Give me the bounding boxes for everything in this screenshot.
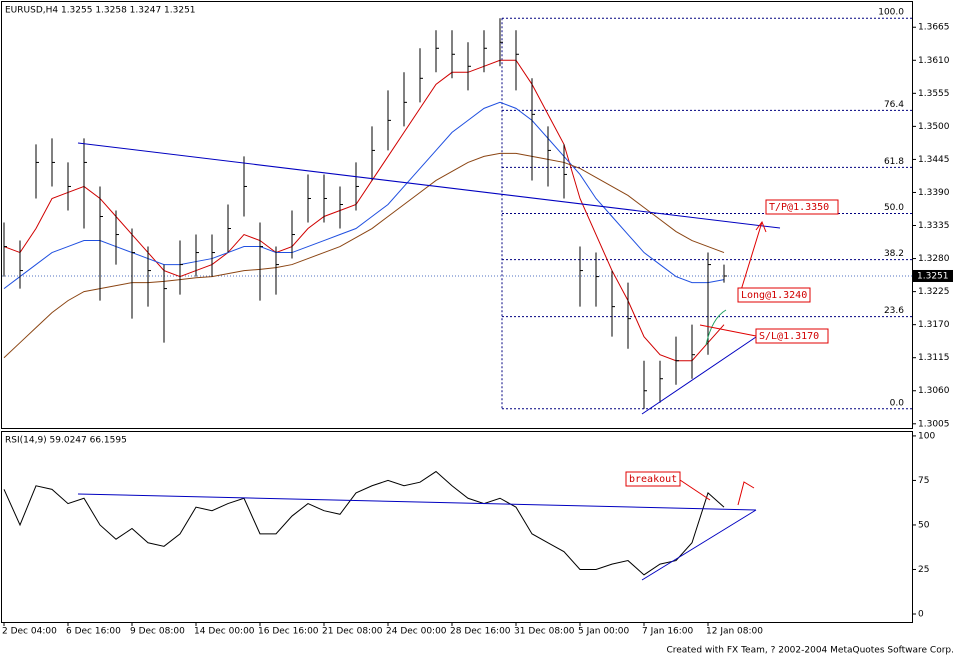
x-tick-label: 24 Dec 00:00	[386, 627, 447, 637]
y-tick-label: 1.3335	[918, 221, 950, 231]
x-tick-label: 12 Jan 08:00	[706, 627, 763, 637]
trendline	[641, 336, 757, 415]
y-tick-label: 1.3225	[918, 287, 950, 297]
fib-label: 23.6	[884, 306, 904, 316]
y-tick-label: 50	[918, 520, 930, 530]
x-tick-label: 16 Dec 16:00	[258, 627, 319, 637]
annotation-pointer	[679, 479, 711, 501]
y-tick-label: 1.3665	[918, 23, 950, 33]
y-tick-label: 1.3610	[918, 56, 950, 66]
x-tick-label: 31 Dec 08:00	[514, 627, 575, 637]
y-tick-label: 25	[918, 565, 929, 575]
x-tick-label: 6 Dec 16:00	[66, 627, 121, 637]
y-tick-label: 1.3005	[918, 419, 950, 429]
x-tick-label: 2 Dec 04:00	[2, 627, 57, 637]
x-tick-label: 5 Jan 00:00	[578, 627, 630, 637]
fib-label: 100.0	[878, 8, 904, 18]
arrow	[705, 309, 727, 346]
last-price-label: 1.3251	[917, 271, 949, 281]
arrow	[737, 220, 767, 301]
trendline	[77, 493, 757, 511]
fib-label: 38.2	[884, 249, 904, 259]
trendline	[641, 509, 757, 581]
sl-line	[699, 324, 757, 337]
annotation: T/P@1.3350	[769, 202, 829, 213]
annotation: S/L@1.3170	[759, 331, 819, 342]
y-tick-label: 1.3500	[918, 122, 950, 132]
y-tick-label: 0	[918, 609, 924, 619]
fib-label: 0.0	[890, 398, 905, 408]
y-tick-label: 75	[918, 476, 929, 486]
annotation-box	[755, 328, 829, 344]
y-tick-label: 1.3390	[918, 188, 950, 198]
rsi-panel	[1, 431, 913, 623]
annotation: Long@1.3240	[741, 290, 807, 301]
x-tick-label: 14 Dec 00:00	[194, 627, 255, 637]
arrow	[737, 481, 755, 506]
x-tick-label: 28 Dec 16:00	[450, 627, 511, 637]
annotation-box	[625, 471, 681, 487]
x-tick-label: 7 Jan 16:00	[642, 627, 694, 637]
moving-average	[3, 152, 725, 359]
trendline	[77, 142, 781, 229]
y-tick-label: 100	[918, 431, 935, 441]
fib-label: 61.8	[884, 157, 904, 167]
last-price-box	[913, 269, 953, 282]
annotation-box	[765, 199, 839, 215]
fib-label: 76.4	[884, 100, 904, 110]
rsi-line	[3, 470, 725, 576]
footer: Created with FX Team, ? 2002-2004 MetaQu…	[666, 646, 954, 656]
fib-label: 50.0	[884, 203, 904, 213]
moving-average	[3, 101, 725, 290]
y-tick-label: 1.3115	[918, 353, 950, 363]
annotation-box	[737, 287, 811, 303]
rsi-header: RSI(14,9) 59.0247 66.1595	[5, 436, 127, 446]
annotation: breakout	[629, 474, 677, 485]
x-tick-label: 9 Dec 08:00	[130, 627, 185, 637]
y-tick-label: 1.3280	[918, 254, 950, 264]
y-tick-label: 1.3445	[918, 155, 950, 165]
y-tick-label: 1.3555	[918, 89, 950, 99]
y-tick-label: 1.3170	[918, 320, 950, 330]
moving-average	[3, 59, 725, 362]
x-tick-label: 21 Dec 08:00	[322, 627, 383, 637]
price-panel	[1, 1, 913, 429]
chart-header: EURUSD,H4 1.3255 1.3258 1.3247 1.3251	[5, 6, 196, 16]
y-tick-label: 1.3060	[918, 386, 950, 396]
